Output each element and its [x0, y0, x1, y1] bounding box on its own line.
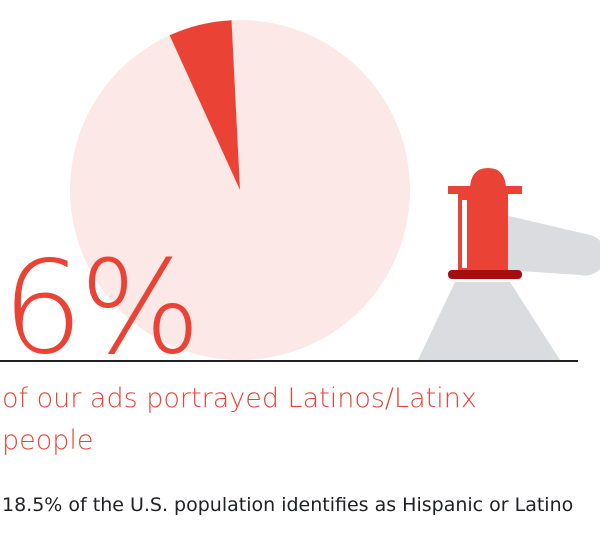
chart: 6% [0, 19, 600, 370]
note: 18.5% of the U.S. population identifies … [2, 494, 574, 516]
headline: of our ads portrayed Latinos/Latinx peop… [2, 383, 477, 456]
megaphone-icon [418, 168, 600, 360]
pie-slice [70, 19, 410, 361]
pie-slice [169, 20, 240, 190]
value-label: 6% [2, 234, 197, 370]
